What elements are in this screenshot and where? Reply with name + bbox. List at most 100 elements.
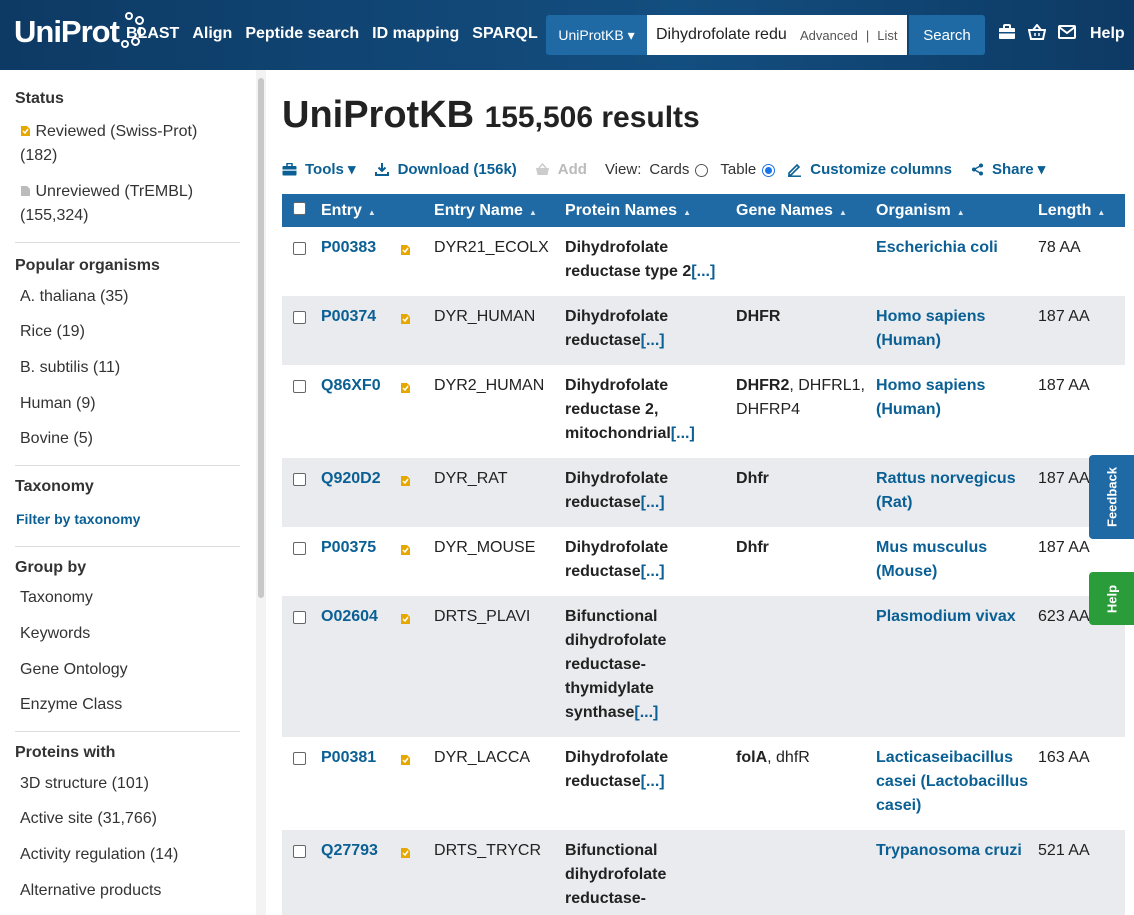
filter-organism[interactable]: Bovine (5) (20, 430, 93, 447)
entry-accession-link[interactable]: P00374 (321, 308, 377, 325)
search-query[interactable]: Dihydrofolate redu (656, 26, 787, 43)
feedback-tab[interactable]: Feedback (1089, 455, 1134, 539)
nav-blast[interactable]: BLAST (126, 25, 180, 42)
sort-icon[interactable]: ▲ (838, 207, 847, 217)
organism-link[interactable]: Mus musculus (Mouse) (876, 539, 988, 580)
download-button[interactable]: Download (156k) (374, 161, 517, 178)
search-button[interactable]: Search (909, 15, 985, 55)
select-all-checkbox[interactable] (293, 201, 306, 215)
row-checkbox[interactable] (293, 473, 306, 486)
uniprot-logo[interactable]: UniProt (14, 8, 147, 56)
filter-proteins-with[interactable]: Active site (31,766) (20, 810, 157, 827)
entry-accession-link[interactable]: Q86XF0 (321, 377, 381, 394)
organism-link[interactable]: Escherichia coli (876, 239, 998, 256)
nav-align[interactable]: Align (192, 25, 233, 42)
filter-by-taxonomy-link[interactable]: Filter by taxonomy (16, 511, 141, 527)
table-row[interactable]: P00381 DYR_LACCA Dihydrofolate reductase[.… (282, 737, 1125, 830)
table-row[interactable]: Q27793 DRTS_TRYCR Bifunctional dihydrofola… (282, 830, 1126, 915)
more-names-link[interactable]: [...] (691, 263, 716, 280)
toolbox-icon (282, 162, 305, 176)
table-row[interactable]: P00374 DYR_HUMAN Dihydrofolate reductase[.… (282, 296, 1126, 365)
more-names-link[interactable]: [...] (640, 563, 665, 580)
entry-cell: O02604 (317, 596, 396, 737)
filter-organism[interactable]: Rice (19) (20, 323, 85, 340)
organism-link[interactable]: Lacticaseibacillus casei (Lactobacillus … (876, 749, 1029, 814)
row-checkbox[interactable] (293, 752, 306, 765)
list-search-link[interactable]: List (877, 27, 898, 43)
search-input[interactable]: Dihydrofolate redu Advanced | List (647, 15, 907, 55)
mail-icon[interactable] (1058, 25, 1076, 39)
sort-icon[interactable]: ▲ (528, 207, 537, 217)
protein-name: Dihydrofolate reductase (565, 470, 669, 511)
gene-separator: , (789, 377, 799, 394)
tools-button[interactable]: Tools ▾ (282, 160, 356, 178)
more-names-link[interactable]: [...] (634, 704, 659, 721)
nav-peptide-search[interactable]: Peptide search (245, 25, 360, 42)
tools-icon[interactable] (998, 24, 1016, 40)
basket-icon[interactable] (1028, 24, 1046, 40)
filter-unreviewed[interactable]: Unreviewed (TrEMBL) (155,324) (15, 180, 240, 228)
organism-link[interactable]: Plasmodium vivax (876, 608, 1016, 625)
filter-proteins-with[interactable]: Activity regulation (14) (20, 846, 179, 863)
column-header-entry[interactable]: Entry ▲ (321, 201, 376, 219)
nav-id-mapping[interactable]: ID mapping (372, 25, 460, 42)
organism-link[interactable]: Homo sapiens (Human) (876, 377, 986, 418)
filter-reviewed[interactable]: Reviewed (Swiss-Prot) (182) (15, 120, 240, 168)
group-by-go[interactable]: Gene Ontology (20, 661, 128, 678)
help-tab[interactable]: Help (1089, 572, 1134, 625)
row-checkbox[interactable] (293, 242, 306, 255)
table-row[interactable]: P00375 DYR_MOUSE Dihydrofolate reductase[.… (282, 527, 1125, 596)
table-row[interactable]: O02604 DRTS_PLAVI Bifunctional dihydrofola… (282, 596, 1126, 737)
column-header-organism[interactable]: Organism ▲ (876, 201, 965, 219)
add-to-basket-button[interactable]: Add (535, 161, 587, 178)
gene-names-cell (732, 830, 872, 915)
sort-icon[interactable]: ▲ (956, 207, 965, 217)
column-header-gene-names[interactable]: Gene Names ▲ (736, 201, 847, 219)
header-help-link[interactable]: Help (1090, 25, 1125, 42)
more-names-link[interactable]: [...] (640, 773, 665, 790)
database-select[interactable]: UniProtKB ▾ (546, 15, 647, 55)
column-header-entry-name[interactable]: Entry Name ▲ (434, 201, 537, 219)
group-by-taxonomy[interactable]: Taxonomy (20, 589, 93, 606)
sort-icon[interactable]: ▲ (683, 207, 691, 217)
entry-cell: P00375 (317, 527, 396, 596)
table-row[interactable]: P00383 DYR21_ECOLX Dihydrofolate reductase… (282, 227, 1125, 296)
organism-link[interactable]: Homo sapiens (Human) (876, 308, 986, 349)
sort-icon[interactable]: ▲ (1097, 207, 1106, 217)
advanced-search-link[interactable]: Advanced (800, 27, 858, 43)
column-header-length[interactable]: Length ▲ (1038, 201, 1106, 219)
more-names-link[interactable]: [...] (670, 425, 695, 442)
view-table-radio[interactable] (762, 163, 776, 177)
entry-accession-link[interactable]: P00381 (321, 749, 377, 766)
customize-columns-button[interactable]: Customize columns (787, 161, 952, 178)
row-checkbox[interactable] (293, 542, 306, 555)
view-cards-radio[interactable] (695, 163, 709, 177)
entry-accession-link[interactable]: Q27793 (321, 842, 378, 859)
group-by-ec[interactable]: Enzyme Class (20, 696, 123, 713)
share-button[interactable]: Share ▾ (971, 160, 1045, 178)
table-row[interactable]: Q920D2 DYR_RAT Dihydrofolate reductase[...… (282, 458, 1126, 527)
table-row[interactable]: Q86XF0 DYR2_HUMAN Dihydrofolate reductase … (282, 365, 1125, 458)
sort-icon[interactable]: ▲ (367, 207, 376, 217)
more-names-link[interactable]: [...] (640, 332, 665, 349)
group-by-keywords[interactable]: Keywords (20, 625, 91, 642)
organism-link[interactable]: Rattus norvegicus (Rat) (876, 470, 1016, 511)
entry-accession-link[interactable]: P00383 (321, 239, 377, 256)
filter-organism[interactable]: Human (9) (20, 395, 96, 412)
more-names-link[interactable]: [...] (640, 494, 665, 511)
row-checkbox[interactable] (293, 380, 306, 393)
filter-organism[interactable]: B. subtilis (11) (20, 359, 121, 376)
column-header-protein-names[interactable]: Protein Names ▲ (565, 201, 691, 219)
filter-organism[interactable]: A. thaliana (35) (20, 288, 129, 305)
filter-proteins-with[interactable]: 3D structure (101) (20, 775, 149, 792)
nav-sparql[interactable]: SPARQL (472, 25, 538, 42)
row-checkbox[interactable] (293, 845, 306, 858)
organism-link[interactable]: Trypanosoma cruzi (876, 842, 1022, 859)
entry-accession-link[interactable]: P00375 (321, 539, 377, 556)
row-checkbox[interactable] (293, 611, 306, 624)
row-checkbox[interactable] (293, 311, 306, 324)
filter-proteins-with[interactable]: Alternative products (20, 882, 162, 899)
entry-accession-link[interactable]: O02604 (321, 608, 378, 625)
sidebar-scrollbar-thumb[interactable] (258, 78, 264, 598)
entry-accession-link[interactable]: Q920D2 (321, 470, 381, 487)
